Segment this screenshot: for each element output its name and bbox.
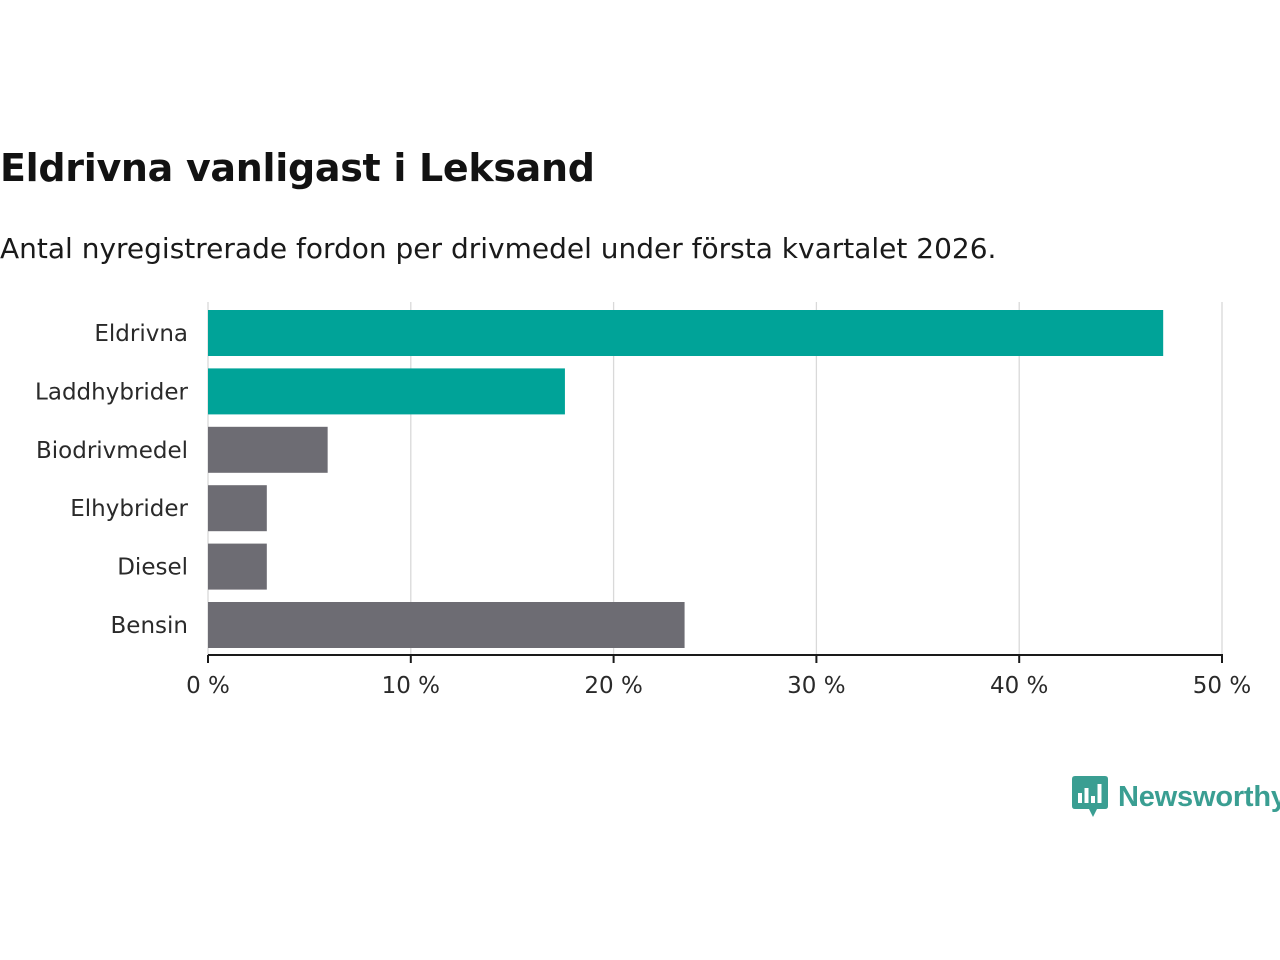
bar-eldrivna (208, 310, 1164, 356)
category-label-diesel: Diesel (117, 555, 188, 581)
x-tick-label-40: 40 % (990, 673, 1048, 699)
bar-elhybrider (208, 485, 267, 532)
x-tick-label-20: 20 % (584, 673, 642, 699)
newsworthy-logo-icon (1072, 776, 1108, 817)
chart-title: Eldrivna vanligast i Leksand (0, 146, 595, 190)
bar-bensin (208, 602, 685, 648)
category-label-eldrivna: Eldrivna (94, 321, 188, 347)
chart-subtitle: Antal nyregistrerade fordon per drivmede… (0, 232, 997, 265)
x-tick-label-0: 0 % (186, 673, 230, 699)
newsworthy-logo: Newsworthy (1072, 776, 1280, 818)
category-label-biodrivmedel: Biodrivmedel (36, 438, 188, 464)
bar-laddhybrider (208, 368, 565, 415)
x-tick-label-30: 30 % (787, 673, 845, 699)
bar-chart: Eldrivna Laddhybrider Biodrivmedel Elhybrid… (35, 302, 1251, 699)
x-tick-label-50: 50 % (1193, 673, 1251, 699)
category-label-bensin: Bensin (111, 613, 188, 639)
category-label-laddhybrider: Laddhybrider (35, 379, 188, 405)
bar-biodrivmedel (208, 426, 328, 473)
bar-diesel (208, 543, 267, 590)
x-tick-label-10: 10 % (382, 673, 440, 699)
logo-text: Newsworthy (1118, 780, 1280, 813)
category-label-elhybrider: Elhybrider (70, 496, 188, 522)
